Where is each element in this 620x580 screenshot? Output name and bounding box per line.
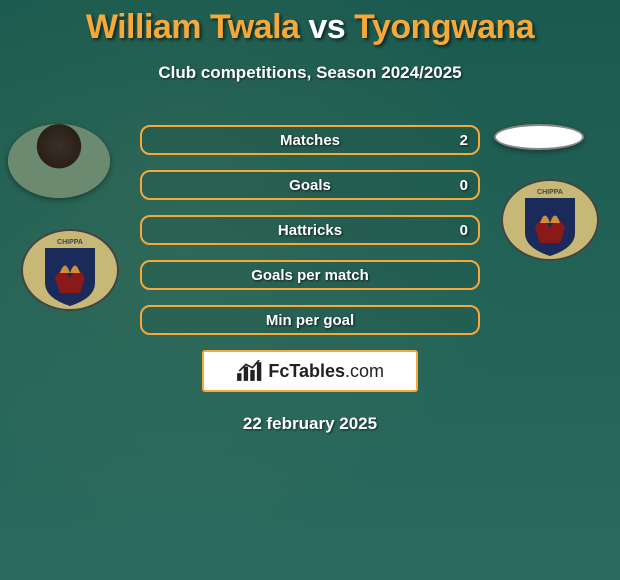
stat-row-hattricks: Hattricks 0 bbox=[140, 215, 480, 245]
svg-text:CHIPPA: CHIPPA bbox=[537, 189, 563, 196]
vs-text: vs bbox=[308, 8, 345, 46]
stat-row-mpg: Min per goal bbox=[140, 305, 480, 335]
stat-label: Goals bbox=[289, 177, 331, 194]
bar-chart-icon bbox=[236, 360, 262, 382]
player1-name: William Twala bbox=[86, 8, 300, 46]
stat-row-goals: Goals 0 bbox=[140, 170, 480, 200]
stat-row-gpm: Goals per match bbox=[140, 260, 480, 290]
player2-placeholder bbox=[494, 124, 584, 150]
date-text: 22 february 2025 bbox=[0, 414, 620, 434]
page-title: William Twala vs Tyongwana bbox=[0, 8, 620, 47]
club-badge-left: CHIPPA bbox=[20, 228, 120, 313]
subtitle: Club competitions, Season 2024/2025 bbox=[0, 63, 620, 83]
stat-value: 2 bbox=[460, 132, 468, 149]
logo-name: FcTables bbox=[268, 361, 345, 381]
player-silhouette bbox=[8, 124, 110, 198]
stat-label: Hattricks bbox=[278, 222, 342, 239]
chippa-badge-icon: CHIPPA bbox=[500, 178, 600, 263]
stat-label: Matches bbox=[280, 132, 340, 149]
chippa-badge-icon: CHIPPA bbox=[20, 228, 120, 313]
club-badge-right: CHIPPA bbox=[500, 178, 600, 263]
stat-row-matches: Matches 2 bbox=[140, 125, 480, 155]
stat-label: Goals per match bbox=[251, 267, 369, 284]
logo-text: FcTables.com bbox=[268, 361, 384, 382]
main-content: William Twala vs Tyongwana Club competit… bbox=[0, 0, 620, 434]
stat-value: 0 bbox=[460, 222, 468, 239]
stat-value: 0 bbox=[460, 177, 468, 194]
svg-text:CHIPPA: CHIPPA bbox=[57, 239, 83, 246]
stat-label: Min per goal bbox=[266, 312, 354, 329]
player2-name: Tyongwana bbox=[354, 8, 534, 46]
fctables-logo[interactable]: FcTables.com bbox=[202, 350, 418, 392]
stats-container: Matches 2 Goals 0 Hattricks 0 Goals per … bbox=[140, 125, 480, 335]
player1-photo bbox=[8, 124, 110, 198]
logo-ext: .com bbox=[345, 361, 384, 381]
